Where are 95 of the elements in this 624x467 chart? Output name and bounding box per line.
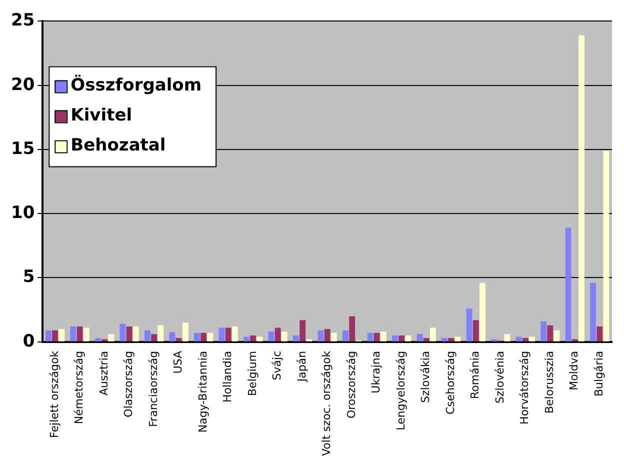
x-tick-label: Olaszország (122, 350, 136, 418)
bar (169, 332, 176, 342)
bar (448, 338, 454, 342)
bar (58, 329, 65, 342)
bar (405, 335, 412, 342)
bar (83, 328, 90, 342)
bar (392, 335, 398, 342)
bar (300, 320, 306, 342)
bar (151, 334, 158, 342)
x-tick-label: Japán (295, 350, 308, 383)
bar (504, 334, 510, 342)
x-tick-label: Szlovénia (493, 350, 506, 404)
bar (516, 336, 522, 342)
legend-label: Behozatal (70, 136, 166, 156)
x-tick-label: Horvátország (518, 350, 532, 424)
x-tick-label: Szlovákia (419, 350, 432, 403)
x-tick-label: Volt szoc. országok (320, 350, 334, 456)
bar (565, 228, 572, 342)
bar (158, 325, 164, 342)
bar (194, 332, 200, 342)
bar (596, 326, 603, 342)
legend-label: Kivitel (70, 106, 132, 126)
bar (479, 282, 486, 342)
bar (398, 335, 405, 342)
bar (318, 330, 324, 342)
x-tick-label: Franciaország (146, 350, 160, 427)
y-tick-label: 10 (10, 203, 35, 224)
x-tick-label: USA (172, 350, 185, 374)
y-tick-label: 25 (10, 10, 35, 31)
bar (416, 334, 423, 342)
x-tick-label: Svájc (270, 350, 284, 380)
bar (454, 336, 461, 342)
bar (45, 330, 52, 342)
x-tick-label: Belgium (246, 350, 259, 396)
x-tick-label: Románia (468, 350, 482, 399)
bar (94, 338, 101, 342)
bar (342, 330, 348, 342)
bar (472, 320, 479, 342)
bar (225, 328, 232, 342)
bar (144, 330, 150, 342)
y-tick-label: 0 (22, 331, 35, 352)
bar (367, 332, 374, 342)
bar (70, 326, 76, 342)
bar (374, 332, 380, 342)
bar (466, 308, 472, 342)
bar (349, 316, 356, 342)
x-tick-label: Ausztria (97, 350, 110, 396)
bar (423, 338, 430, 342)
bar (52, 330, 58, 342)
bar (528, 336, 535, 342)
bar (522, 338, 528, 342)
y-tick-label: 5 (22, 267, 35, 288)
bar (380, 332, 386, 342)
x-tick-label: Belorusszia (542, 350, 556, 414)
x-tick-label: Bulgária (592, 350, 606, 396)
y-tick-label: 20 (10, 74, 35, 95)
bar (554, 330, 560, 342)
x-tick-label: Nagy-Britannia (196, 350, 210, 433)
x-tick-label: Moldva (568, 350, 581, 390)
bar (330, 332, 337, 342)
bar (132, 326, 139, 342)
x-tick-label: Oroszország (344, 350, 358, 419)
bar (176, 338, 182, 342)
bar (578, 35, 584, 342)
bar (126, 326, 132, 342)
bar (250, 335, 256, 342)
bar (590, 282, 596, 342)
bar (218, 328, 225, 342)
x-tick-label: Ukrajna (370, 350, 383, 394)
x-tick-label: Fejlett országok (48, 350, 61, 438)
bar (182, 322, 188, 342)
x-tick-label: Lengyelország (394, 350, 408, 430)
bar (207, 332, 214, 342)
bar (293, 335, 299, 342)
bar (243, 336, 250, 342)
bar (256, 336, 263, 342)
bar (442, 338, 448, 342)
legend-label: Összforgalom (70, 74, 202, 96)
x-tick-label: Csehország (444, 350, 457, 415)
bar (108, 334, 114, 342)
bar (547, 325, 554, 342)
bar (430, 328, 436, 342)
y-tick-label: 15 (10, 138, 35, 159)
bar (281, 332, 288, 342)
bar (200, 332, 207, 342)
bar (540, 321, 546, 342)
bar (76, 326, 83, 342)
x-tick-label: Hollandia (221, 350, 234, 402)
bar (232, 326, 238, 342)
bar (324, 329, 330, 342)
bar (274, 328, 281, 342)
bar (120, 324, 126, 342)
x-tick-label: Németország (72, 350, 86, 424)
bar (268, 332, 274, 342)
bar (603, 150, 610, 342)
